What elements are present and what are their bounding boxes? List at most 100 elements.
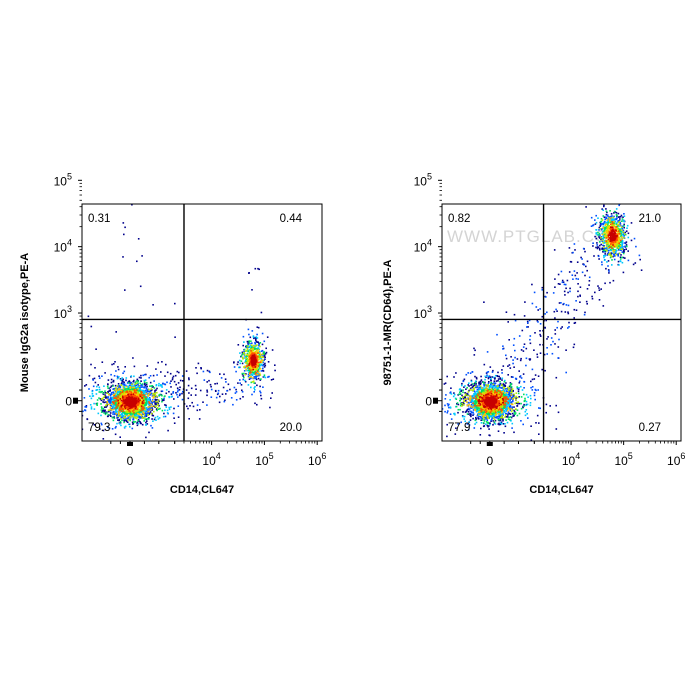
event-dot: [156, 409, 158, 412]
event-dot: [555, 376, 558, 379]
event-dot: [481, 419, 484, 421]
event-dot: [119, 415, 121, 417]
event-dot: [226, 390, 228, 392]
event-dot: [188, 378, 190, 381]
event-dot: [621, 186, 623, 188]
event-dot: [598, 237, 601, 239]
event-dot: [139, 416, 142, 418]
event-dot: [585, 206, 587, 208]
event-dot: [550, 337, 553, 339]
event-dot: [191, 401, 193, 404]
event-dot: [181, 398, 184, 401]
event-dot: [617, 260, 620, 263]
event-dot: [141, 402, 144, 405]
event-dot: [120, 410, 123, 413]
event-dot: [489, 366, 492, 368]
event-dot: [117, 389, 120, 391]
event-dot: [174, 336, 176, 338]
event-dot: [256, 403, 258, 406]
event-dot: [499, 378, 502, 380]
event-dot: [454, 413, 456, 416]
event-dot: [253, 376, 255, 378]
event-dot: [140, 390, 142, 393]
event-dot: [494, 377, 496, 379]
event-dot: [249, 370, 251, 372]
event-dot: [148, 407, 150, 409]
event-dot: [462, 391, 464, 394]
event-dot: [255, 339, 257, 342]
event-dot: [122, 383, 125, 385]
event-dot: [235, 399, 238, 401]
event-dot: [85, 384, 88, 386]
event-dot: [516, 414, 519, 417]
event-dot: [101, 398, 103, 400]
event-dot: [502, 383, 504, 386]
event-dot: [513, 406, 515, 408]
event-dot: [255, 361, 257, 363]
event-dot: [566, 279, 569, 282]
event-dot: [110, 405, 113, 407]
event-dot: [248, 373, 251, 375]
event-dot: [223, 400, 226, 403]
event-dot: [483, 420, 486, 422]
event-dot: [505, 357, 508, 360]
event-dot: [494, 386, 497, 389]
event-dot: [620, 214, 623, 217]
event-dot: [187, 397, 190, 400]
event-dot: [618, 220, 621, 222]
event-dot: [470, 384, 472, 386]
event-dot: [137, 409, 139, 411]
event-dot: [136, 421, 139, 424]
event-dot: [167, 429, 169, 432]
event-dot: [522, 373, 525, 375]
event-dot: [604, 230, 607, 232]
event-dot: [522, 406, 524, 409]
event-dot: [147, 408, 149, 410]
event-dot: [567, 312, 570, 315]
event-dot: [98, 397, 100, 399]
event-dot: [252, 359, 255, 362]
event-dot: [107, 391, 109, 394]
event-dot: [584, 250, 586, 253]
event-dot: [508, 403, 510, 405]
event-dot: [139, 417, 142, 419]
event-dot: [141, 417, 144, 419]
event-dot: [132, 393, 135, 395]
event-dot: [116, 389, 118, 392]
event-dot: [155, 399, 157, 401]
event-dot: [260, 394, 262, 397]
event-dot: [588, 280, 591, 282]
event-dot: [84, 385, 86, 387]
event-dot: [465, 400, 467, 402]
event-dot: [452, 395, 455, 398]
event-dot: [506, 413, 508, 415]
event-dot: [115, 395, 117, 398]
event-dot: [161, 384, 163, 387]
event-dot: [481, 390, 483, 392]
event-dot: [487, 382, 490, 385]
event-dot: [114, 427, 117, 429]
event-dot: [256, 384, 258, 387]
event-dot: [120, 382, 123, 385]
event-dot: [514, 349, 516, 352]
event-dot: [484, 381, 486, 384]
event-dot: [177, 382, 180, 384]
event-dot: [250, 344, 253, 346]
event-dot: [506, 394, 508, 396]
event-dot: [260, 350, 263, 352]
event-dot: [579, 286, 582, 288]
event-dot: [134, 414, 137, 416]
event-dot: [196, 404, 199, 406]
event-dot: [129, 384, 131, 387]
event-dot: [603, 233, 606, 236]
event-dot: [129, 389, 132, 392]
event-dot: [623, 191, 625, 193]
event-dot: [621, 240, 623, 243]
event-dot: [510, 356, 512, 358]
event-dot: [122, 222, 125, 224]
event-dot: [104, 412, 107, 415]
event-dot: [591, 297, 594, 300]
event-dot: [104, 390, 106, 392]
event-dot: [128, 390, 131, 393]
event-dot: [146, 411, 148, 413]
